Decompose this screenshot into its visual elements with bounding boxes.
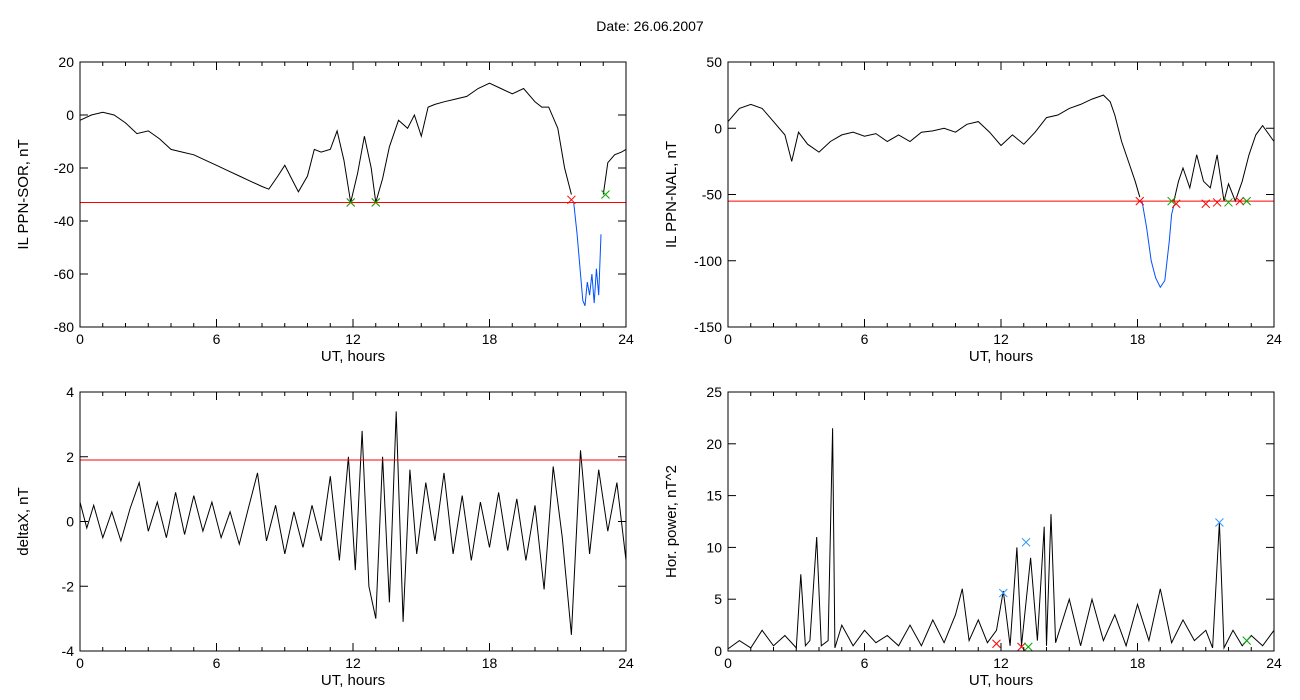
- series-line-1: [79, 411, 627, 635]
- event-marker-7: [1235, 196, 1245, 206]
- y-axis-label: IL PPN-NAL, nT: [663, 141, 680, 248]
- event-marker-8: [1242, 196, 1252, 206]
- y-tick-label: 15: [706, 488, 722, 504]
- chart-panel-1: 0 6 12 18 24 -80 -60 -40 -20 0 20 UT, hours IL PPN-S…: [15, 54, 634, 365]
- event-marker-5: [1023, 642, 1033, 652]
- x-axis-label: UT, hours: [969, 348, 1033, 365]
- x-tick-label: 12: [993, 655, 1009, 671]
- x-axis-label: UT, hours: [321, 672, 385, 689]
- x-tick-label: 0: [724, 331, 732, 347]
- x-tick-label: 0: [76, 331, 84, 347]
- event-marker-4: [1021, 537, 1031, 547]
- event-marker-1: [1135, 196, 1145, 206]
- page-title: Date: 26.06.2007: [596, 18, 704, 34]
- x-tick-label: 6: [861, 655, 869, 671]
- chart-panel-4: 0 6 12 18 24 0 5 10 15 20 25 UT, hours Hor. power, n…: [663, 384, 1282, 689]
- y-tick-label: -50: [702, 187, 722, 203]
- event-marker-2: [1167, 196, 1176, 206]
- x-tick-label: 6: [213, 655, 221, 671]
- x-tick-label: 24: [618, 655, 634, 671]
- y-tick-label: 0: [714, 643, 722, 659]
- y-tick-label: -4: [62, 643, 75, 659]
- y-axis-label: IL PPN-SOR, nT: [15, 139, 32, 249]
- x-tick-label: 18: [1130, 331, 1146, 347]
- plot-frame: [727, 391, 1275, 652]
- y-tick-label: -2: [62, 578, 75, 594]
- x-axis-label: UT, hours: [969, 672, 1033, 689]
- y-tick-label: -100: [694, 253, 722, 269]
- series-line-1: [727, 94, 1141, 198]
- event-marker-4: [1201, 199, 1211, 209]
- x-tick-label: 0: [724, 655, 732, 671]
- x-tick-label: 6: [861, 331, 869, 347]
- y-tick-label: 2: [66, 449, 74, 465]
- event-marker-3: [1171, 199, 1181, 209]
- series-line-1: [727, 428, 1275, 650]
- y-tick-label: 50: [706, 54, 722, 70]
- y-tick-label: 10: [706, 539, 722, 555]
- y-tick-label: 0: [66, 514, 74, 530]
- y-tick-label: 5: [714, 591, 722, 607]
- y-tick-label: 20: [58, 54, 74, 70]
- x-tick-label: 18: [482, 655, 498, 671]
- x-tick-label: 6: [213, 331, 221, 347]
- x-axis-label: UT, hours: [321, 348, 385, 365]
- event-marker-1: [992, 639, 1001, 649]
- event-marker-4: [371, 198, 381, 207]
- series-line-3: [1173, 124, 1275, 203]
- series-line-1: [79, 82, 572, 203]
- y-tick-label: -80: [54, 319, 74, 335]
- y-tick-label: -40: [54, 213, 74, 229]
- x-tick-label: 24: [618, 331, 634, 347]
- y-tick-label: -60: [54, 266, 74, 282]
- x-tick-label: 12: [345, 655, 361, 671]
- x-tick-label: 0: [76, 655, 84, 671]
- x-tick-label: 18: [482, 331, 498, 347]
- event-marker-2: [998, 588, 1008, 598]
- event-marker-5: [567, 195, 576, 205]
- series-line-2: [573, 202, 602, 306]
- y-tick-label: 20: [706, 436, 722, 452]
- event-marker-6: [1215, 518, 1224, 527]
- x-tick-label: 24: [1266, 331, 1282, 347]
- y-tick-label: 25: [706, 384, 722, 400]
- chart-panel-2: 0 6 12 18 24 -150 -100 -50 0 50 UT, hours IL PPN-NA…: [663, 54, 1282, 365]
- series-line-3: [602, 148, 627, 195]
- y-tick-label: -150: [694, 319, 722, 335]
- y-axis-label: deltaX, nT: [15, 487, 32, 555]
- y-tick-label: 0: [714, 120, 722, 136]
- y-tick-label: 4: [66, 384, 74, 400]
- x-tick-label: 12: [345, 331, 361, 347]
- event-marker-6: [601, 190, 610, 199]
- x-tick-label: 12: [993, 331, 1009, 347]
- event-marker-2: [346, 198, 356, 207]
- event-marker-6: [1224, 198, 1233, 207]
- y-tick-label: 0: [66, 107, 74, 123]
- y-tick-label: -20: [54, 160, 74, 176]
- x-tick-label: 24: [1266, 655, 1282, 671]
- event-marker-7: [1242, 636, 1252, 645]
- series-line-2: [1141, 201, 1175, 289]
- plot-frame: [727, 61, 1275, 328]
- y-axis-label: Hor. power, nT^2: [663, 465, 680, 578]
- x-tick-label: 18: [1130, 655, 1146, 671]
- event-marker-5: [1212, 198, 1222, 207]
